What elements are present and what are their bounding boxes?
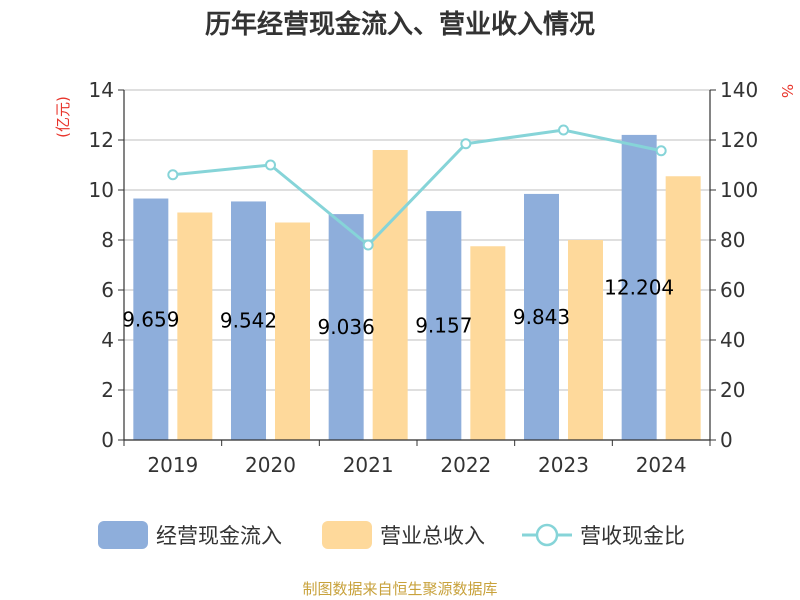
x-tick-label: 2023 — [538, 453, 589, 477]
bar — [524, 193, 559, 440]
bar-value-label: 9.659 — [122, 307, 179, 331]
bar — [177, 212, 213, 440]
right-tick-label: 120 — [720, 128, 758, 152]
left-tick-label: 8 — [101, 228, 114, 252]
left-tick-label: 14 — [89, 78, 114, 102]
ratio-line — [167, 124, 667, 251]
legend-swatch — [322, 521, 372, 549]
left-axis-unit: (亿元) — [54, 96, 72, 138]
right-tick-label: 80 — [720, 228, 745, 252]
right-tick-label: 40 — [720, 328, 745, 352]
left-tick-label: 6 — [101, 278, 114, 302]
data-labels: 9.659 9.542 9.036 9.157 9.843 12.204 — [122, 275, 674, 339]
legend: 经营现金流入 营业总收入 营收现金比 — [98, 521, 685, 549]
left-tick-label: 0 — [101, 428, 114, 452]
left-tick-label: 4 — [101, 328, 114, 352]
bar — [231, 201, 266, 440]
legend-label: 营收现金比 — [580, 524, 685, 548]
chart-title: 历年经营现金流入、营业收入情况 — [205, 9, 595, 40]
x-tick-label: 2021 — [343, 453, 394, 477]
left-tick-label: 2 — [101, 378, 114, 402]
bar — [426, 211, 462, 440]
right-tick-label: 100 — [720, 178, 758, 202]
right-axis-unit: % — [778, 84, 796, 98]
ratio-point — [558, 124, 569, 136]
right-tick-label: 140 — [720, 78, 758, 102]
grid-lines — [124, 89, 710, 441]
bars — [133, 134, 701, 440]
ratio-point — [167, 169, 179, 181]
ratio-point — [265, 159, 276, 171]
legend-swatch — [98, 521, 148, 549]
left-tick-label: 12 — [89, 128, 114, 152]
right-tick-label: 60 — [720, 278, 745, 302]
x-tick-label: 2019 — [147, 453, 198, 477]
bar — [372, 150, 408, 440]
legend-label: 营业总收入 — [380, 524, 485, 548]
right-tick-label: 0 — [720, 428, 733, 452]
legend-label: 经营现金流入 — [156, 524, 282, 548]
bar-value-label: 9.542 — [220, 309, 277, 333]
x-tick-label: 2022 — [440, 453, 491, 477]
bar — [621, 134, 657, 440]
ratio-point — [460, 138, 472, 150]
left-tick-label: 10 — [89, 178, 114, 202]
legend-marker — [535, 523, 559, 547]
x-tick-label: 2024 — [636, 453, 687, 477]
ratio-point — [362, 239, 374, 251]
bar — [328, 214, 364, 440]
ratio-line-path — [172, 128, 662, 248]
bar — [275, 222, 310, 440]
bar-value-label: 9.843 — [513, 305, 570, 329]
right-tick-label: 20 — [720, 378, 745, 402]
bar — [470, 246, 506, 440]
bar-value-label: 9.157 — [415, 314, 472, 338]
bar-value-label: 12.204 — [604, 275, 674, 299]
source-note: 制图数据来自恒生聚源数据库 — [302, 580, 497, 598]
bar — [665, 176, 701, 440]
bar-value-label: 9.036 — [318, 315, 375, 339]
ratio-point — [655, 145, 667, 157]
bar — [133, 198, 169, 440]
bar — [568, 240, 603, 440]
x-tick-label: 2020 — [245, 453, 296, 477]
